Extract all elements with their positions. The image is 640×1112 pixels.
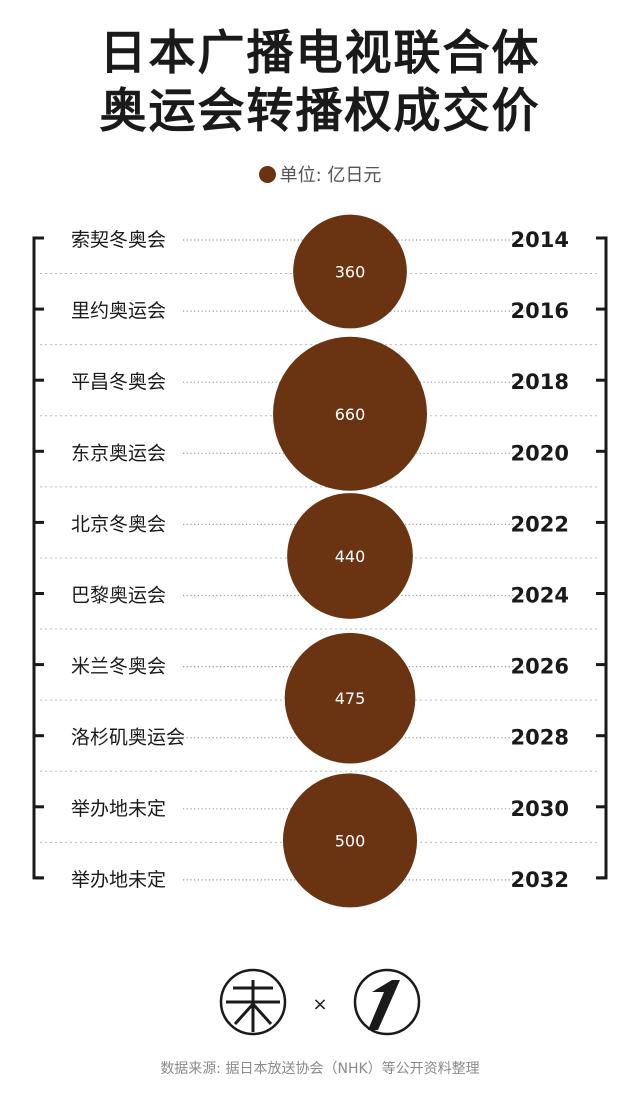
logo-separator: × — [312, 994, 327, 1015]
unit-label: 单位: 亿日元 — [279, 165, 382, 186]
unit-legend: 单位: 亿日元 — [0, 161, 640, 187]
year-label: 2028 — [511, 726, 569, 750]
event-label: 举办地未定 — [71, 869, 166, 891]
legend-dot-icon — [258, 165, 276, 183]
value-bubble — [293, 214, 407, 329]
value-bubble — [287, 493, 413, 619]
event-label: 索契冬奥会 — [71, 229, 166, 251]
event-label: 举办地未定 — [71, 798, 166, 820]
number-one-logo-icon — [353, 968, 421, 1036]
bubble-value-label: 660 — [335, 405, 366, 424]
year-label: 2030 — [511, 797, 569, 821]
year-label: 2032 — [511, 868, 569, 892]
title-line-2: 奥运会转播权成交价 — [99, 84, 541, 139]
bubble-value-label: 440 — [335, 547, 366, 566]
source-note: 数据来源: 据日本放送协会（NHK）等公开资料整理 — [160, 1061, 480, 1077]
event-label: 东京奥运会 — [71, 442, 166, 464]
year-label: 2018 — [511, 370, 569, 394]
year-label: 2026 — [511, 655, 569, 679]
event-label: 北京冬奥会 — [71, 513, 166, 535]
year-label: 2016 — [511, 299, 569, 323]
bubble-value-label: 500 — [335, 831, 366, 850]
value-bubble — [284, 632, 416, 764]
year-label: 2020 — [511, 441, 569, 465]
event-label: 米兰冬奥会 — [71, 656, 166, 678]
right-bracket — [597, 236, 608, 880]
value-bubble — [273, 336, 427, 491]
year-label: 2022 — [511, 512, 569, 536]
bubble-value-label: 475 — [335, 689, 366, 708]
event-label: 洛杉矶奥运会 — [71, 727, 185, 749]
year-label: 2014 — [511, 228, 569, 252]
weilai-logo-icon — [219, 968, 287, 1036]
event-label: 巴黎奥运会 — [71, 585, 166, 607]
event-label: 平昌冬奥会 — [71, 371, 166, 393]
value-bubble — [282, 773, 418, 908]
logo-svg: × — [219, 968, 421, 1036]
bubble-chart: 索契冬奥会 2014 里约奥运会 2016 平昌冬奥会 2018 东京奥运会 2020 北京冬奥… — [32, 214, 608, 908]
bubble-value-label: 360 — [335, 263, 366, 282]
event-label: 里约奥运会 — [71, 300, 166, 322]
title-line-1: 日本广播电视联合体 — [99, 26, 541, 81]
logo-row: × — [0, 962, 640, 1042]
year-label: 2024 — [511, 584, 569, 608]
